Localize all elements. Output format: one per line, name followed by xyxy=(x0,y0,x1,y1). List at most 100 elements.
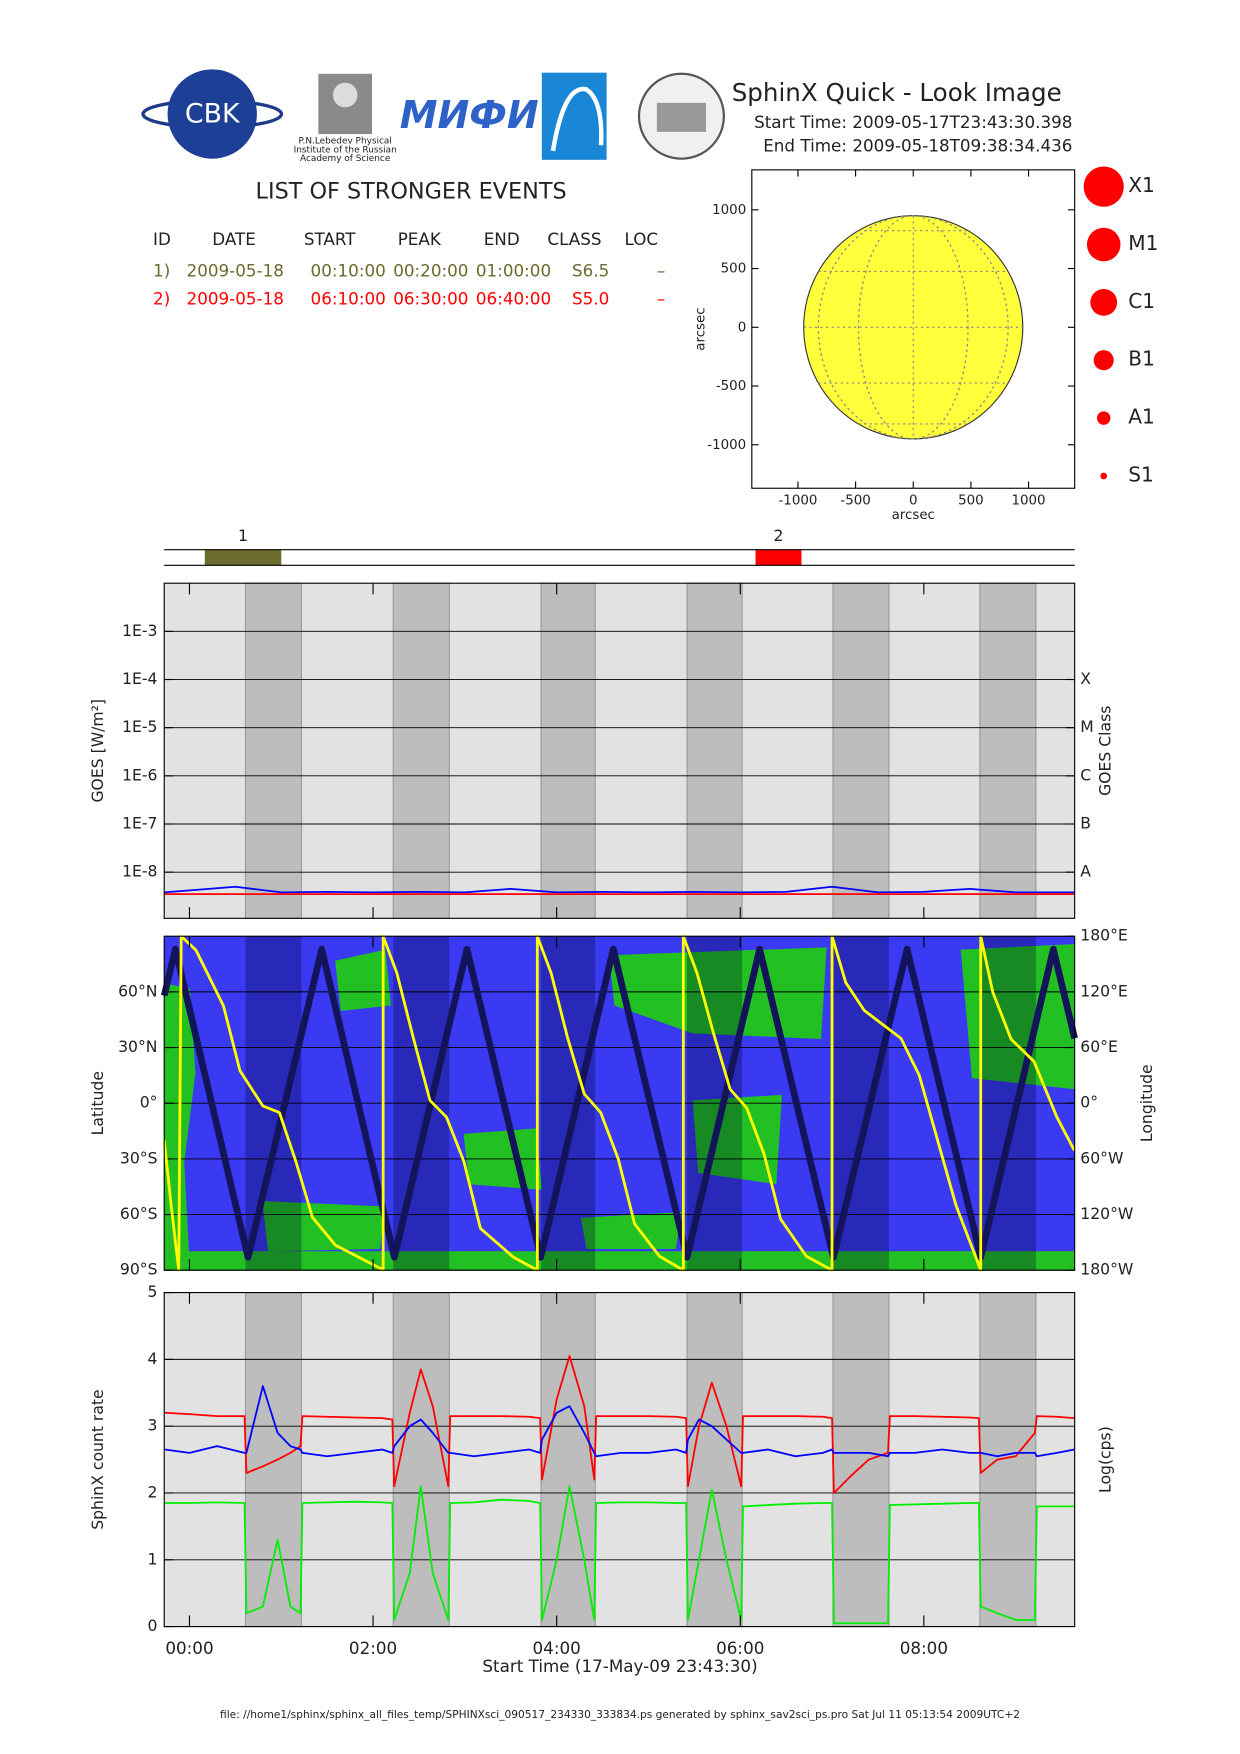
series-line xyxy=(164,885,1075,894)
y2-tick-label: C xyxy=(1080,765,1091,784)
end-time: End Time: 2009-05-18T09:38:34.436 xyxy=(763,135,1072,155)
logo-lebedev: P.N.Lebedev Physical Institute of the Ru… xyxy=(294,73,397,164)
legend-label: B1 xyxy=(1128,347,1155,371)
event-label: 1 xyxy=(238,526,248,545)
y-tick-label: 60°S xyxy=(120,1204,158,1223)
logo-text: CBK xyxy=(185,99,241,130)
y-tick-label: 0 xyxy=(738,320,747,335)
x-tick-label: 500 xyxy=(958,494,984,509)
x-tick-label: 0 xyxy=(909,494,918,509)
y-tick-label: -1000 xyxy=(707,438,746,453)
y-tick-label: -500 xyxy=(716,379,746,394)
land xyxy=(335,949,391,1012)
y-tick-label: 30°N xyxy=(118,1037,157,1056)
y2-tick-label: X xyxy=(1080,669,1091,688)
y2-tick-label: B xyxy=(1080,814,1091,833)
y2-tick-label: 60°E xyxy=(1080,1037,1118,1056)
logo-text: Institute of the Russian xyxy=(294,145,397,155)
y2-tick-label: M xyxy=(1080,717,1093,736)
event-cell: – xyxy=(657,288,665,308)
y-tick-label: 3 xyxy=(148,1416,158,1435)
event-cell: S5.0 xyxy=(572,288,609,308)
legend-label: X1 xyxy=(1128,173,1155,197)
x-tick-label: -1000 xyxy=(778,494,817,509)
logo-disc xyxy=(167,69,257,159)
x-axis-label: Start Time (17-May-09 23:43:30) xyxy=(482,1656,757,1676)
y2-tick-label: 120°E xyxy=(1080,981,1128,1000)
y-tick-label: 1E-4 xyxy=(122,669,157,688)
event-cell: 00:10:00 xyxy=(311,261,386,281)
column-header: END xyxy=(484,229,520,249)
y2-tick-label: 60°W xyxy=(1080,1148,1123,1167)
event-cell: 2009-05-18 xyxy=(187,261,284,281)
orbit-track xyxy=(160,945,1078,1261)
land xyxy=(580,1212,682,1249)
footer: file: //home1/sphinx/sphinx_all_files_te… xyxy=(220,1708,1020,1721)
event-cell: S6.5 xyxy=(572,261,609,281)
event-bar xyxy=(755,549,802,566)
event-cell: 01:00:00 xyxy=(476,261,551,281)
logo-cbk: CBK xyxy=(141,69,284,159)
event-cell: 2) xyxy=(153,288,170,308)
night-band xyxy=(832,1292,890,1628)
series-line xyxy=(164,1355,1075,1494)
y2-tick-label: 180°E xyxy=(1080,926,1128,945)
logo-mifi: МИФИ xyxy=(400,93,539,137)
series-line xyxy=(164,1385,1075,1458)
night-band xyxy=(392,1292,450,1628)
events-title: LIST OF STRONGER EVENTS xyxy=(256,179,567,205)
longitude-line xyxy=(162,934,1076,1272)
y-tick-label: 30°S xyxy=(120,1148,158,1167)
x-tick-label: 08:00 xyxy=(900,1638,948,1658)
column-header: ID xyxy=(153,229,171,249)
panel: 0 1 2 3 4 5 00:00 02:00 04:00 06:00 08:00 SphinX co… xyxy=(88,1282,1115,1658)
night-band xyxy=(686,582,743,919)
night-band xyxy=(244,582,303,919)
y-tick-label: 1E-6 xyxy=(122,765,157,784)
logo-square xyxy=(541,72,607,160)
legend-marker xyxy=(1097,411,1111,425)
panel-background xyxy=(164,583,1075,919)
y-tick-label: 2 xyxy=(148,1482,158,1501)
y-axis-label: arcsec xyxy=(693,307,708,350)
legend-label: C1 xyxy=(1128,289,1155,313)
column-header: LOC xyxy=(624,229,658,249)
portrait-face xyxy=(332,82,358,108)
night-band xyxy=(244,1292,303,1628)
legend-marker xyxy=(1100,472,1108,480)
night-band xyxy=(979,582,1037,919)
y-tick-label: 1E-7 xyxy=(122,814,157,833)
x-tick-label: 06:00 xyxy=(716,1638,764,1658)
night-band xyxy=(392,582,450,919)
legend-marker xyxy=(1090,288,1118,316)
seal-building xyxy=(656,102,707,132)
y-tick-label: 1E-3 xyxy=(122,621,157,640)
y-axis-label: Latitude xyxy=(88,1071,107,1135)
y-tick-label: 0 xyxy=(148,1616,158,1635)
y2-axis-label: GOES Class xyxy=(1095,706,1114,796)
legend-label: S1 xyxy=(1128,462,1154,486)
legend-label: M1 xyxy=(1128,231,1158,255)
event-label: 2 xyxy=(774,526,784,545)
x-tick-label: 00:00 xyxy=(165,1638,213,1658)
event-cell: 06:10:00 xyxy=(311,288,386,308)
series-line xyxy=(164,1485,1075,1625)
plot-frame xyxy=(163,582,1076,919)
panel-background xyxy=(164,1292,1075,1627)
column-header: PEAK xyxy=(398,229,442,249)
event-cell: 1) xyxy=(153,261,170,281)
logo-seal xyxy=(637,72,726,160)
column-header: CLASS xyxy=(547,229,601,249)
y-tick-label: 1000 xyxy=(712,203,746,218)
y-tick-label: 1E-8 xyxy=(122,862,157,881)
land xyxy=(262,1200,386,1252)
y2-tick-label: 180°W xyxy=(1080,1260,1133,1279)
y2-axis-label: Log(cps) xyxy=(1095,1426,1114,1493)
y-tick-label: 60°N xyxy=(118,981,157,1000)
column-header: START xyxy=(304,229,356,249)
y-tick-label: 1 xyxy=(148,1549,158,1568)
plot-frame xyxy=(163,935,1076,1271)
y-tick-label: 500 xyxy=(721,262,747,277)
